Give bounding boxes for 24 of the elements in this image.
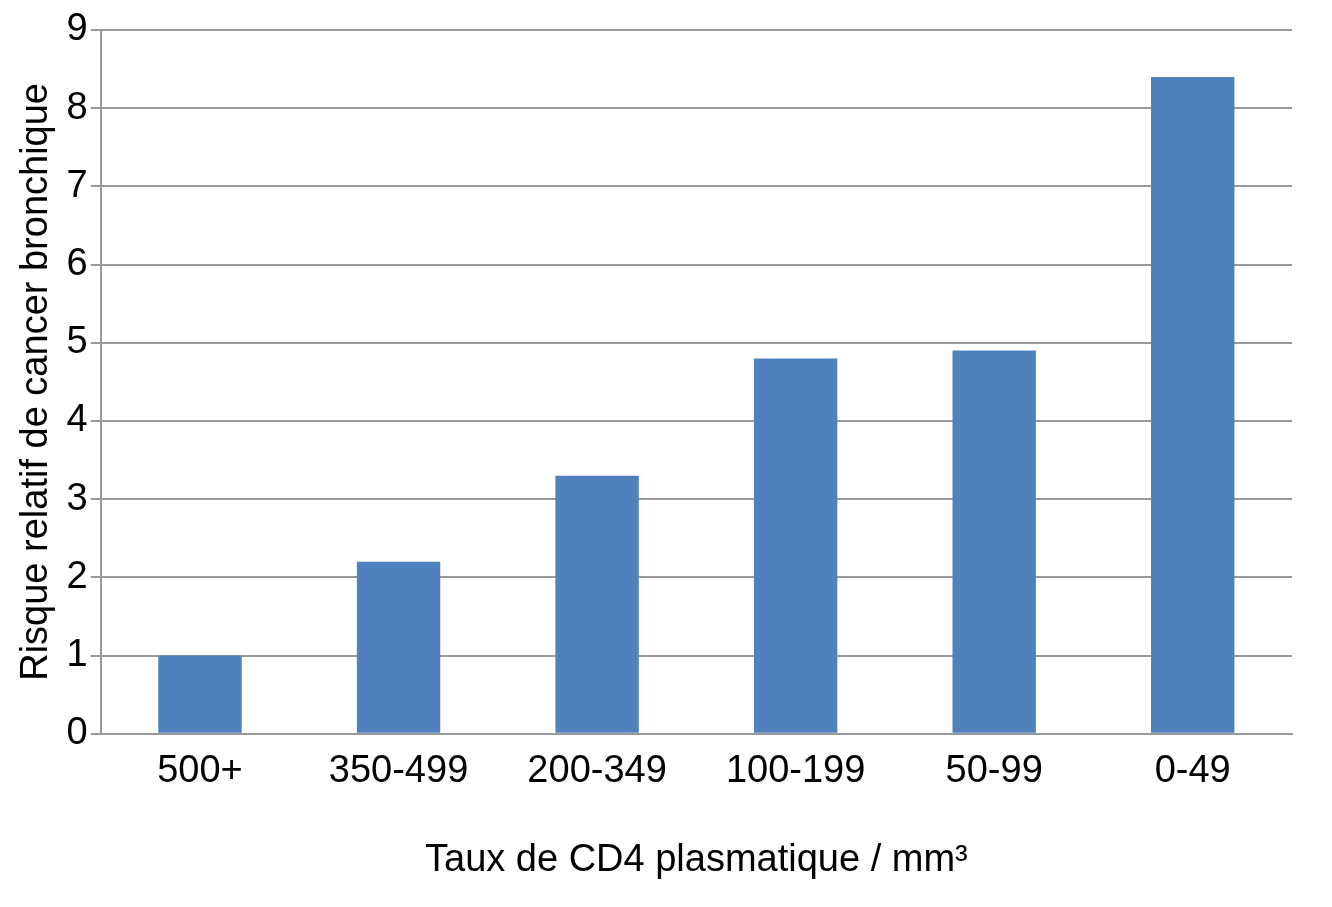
y-tick-label: 0 bbox=[66, 710, 88, 753]
bar bbox=[555, 475, 639, 733]
x-tick-label: 100-199 bbox=[725, 748, 866, 791]
y-tick-label: 5 bbox=[66, 319, 88, 362]
y-tick-label: 1 bbox=[66, 632, 88, 675]
bar bbox=[952, 350, 1036, 733]
bar bbox=[1151, 76, 1235, 733]
y-tick-label: 2 bbox=[66, 553, 88, 596]
y-axis-title: Risque relatif de cancer bronchique bbox=[13, 83, 56, 681]
x-tick-label: 350-499 bbox=[328, 748, 469, 791]
bar bbox=[158, 655, 242, 733]
y-tick-label: 7 bbox=[66, 162, 88, 205]
x-tick-label: 50-99 bbox=[945, 748, 1043, 791]
bar bbox=[753, 358, 838, 733]
y-tick-label: 4 bbox=[66, 397, 88, 440]
bar bbox=[356, 561, 441, 733]
y-tick-label: 3 bbox=[66, 475, 88, 518]
x-tick-label: 200-349 bbox=[527, 748, 667, 791]
x-axis-title: Taux de CD4 plasmatique / mm³ bbox=[424, 836, 968, 879]
x-tick-label: 0-49 bbox=[1154, 748, 1231, 791]
y-tick-label: 9 bbox=[66, 6, 88, 49]
x-tick-label: 500+ bbox=[157, 748, 243, 791]
y-tick-label: 6 bbox=[66, 241, 88, 284]
y-tick-label: 8 bbox=[66, 84, 88, 127]
